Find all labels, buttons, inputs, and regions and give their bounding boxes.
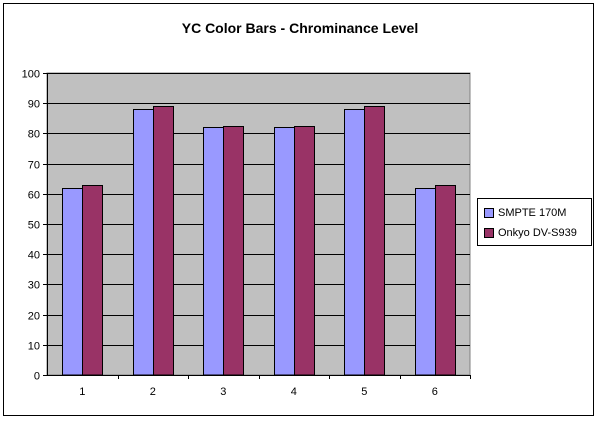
bar-series-1-cat-4	[274, 127, 295, 376]
x-tick-label-3: 3	[220, 386, 226, 398]
chart-title: YC Color Bars - Chrominance Level	[181, 20, 419, 36]
bar-series-1-cat-2	[133, 109, 154, 376]
bar-series-2-cat-2	[153, 106, 174, 376]
x-tick-label-4: 4	[291, 386, 297, 398]
legend-item-series-2: Onkyo DV-S939	[484, 226, 577, 240]
legend-swatch-series-2	[484, 228, 494, 238]
legend: SMPTE 170M Onkyo DV-S939	[477, 198, 592, 246]
legend-item-series-1: SMPTE 170M	[484, 206, 566, 220]
bar-series-2-cat-5	[364, 106, 385, 376]
bar-series-1-cat-5	[344, 109, 365, 376]
bar-series-1-cat-1	[62, 188, 83, 376]
y-tick-label-8: 80	[28, 129, 40, 141]
bar-series-1-cat-3	[203, 127, 224, 376]
bar-series-1-cat-6	[415, 188, 436, 376]
legend-label-series-1: SMPTE 170M	[498, 207, 567, 219]
bar-series-2-cat-6	[435, 185, 456, 376]
y-tick-label-6: 60	[28, 190, 40, 202]
y-tick-label-0: 0	[34, 371, 40, 383]
y-tick-label-2: 20	[28, 311, 40, 323]
y-tick-label-5: 50	[28, 220, 40, 232]
y-tick-label-9: 90	[28, 99, 40, 111]
bar-series-2-cat-4	[294, 126, 315, 376]
x-tick-label-5: 5	[361, 386, 367, 398]
x-tick-label-6: 6	[432, 386, 438, 398]
y-tick-label-1: 10	[28, 341, 40, 353]
y-tick-label-3: 30	[28, 280, 40, 292]
bar-series-2-cat-3	[223, 126, 244, 376]
bar-series-2-cat-1	[82, 185, 103, 376]
plot-area: 0 10 20 30 40 50 60 70 80 90 100 1 2 3 4 5 6	[22, 69, 471, 398]
y-tick-label-10: 100	[22, 69, 40, 81]
x-tick-label-1: 1	[79, 386, 85, 398]
y-tick-label-4: 40	[28, 250, 40, 262]
legend-label-series-2: Onkyo DV-S939	[498, 227, 577, 239]
y-tick-label-7: 70	[28, 160, 40, 172]
legend-swatch-series-1	[484, 208, 494, 218]
x-tick-label-2: 2	[150, 386, 156, 398]
